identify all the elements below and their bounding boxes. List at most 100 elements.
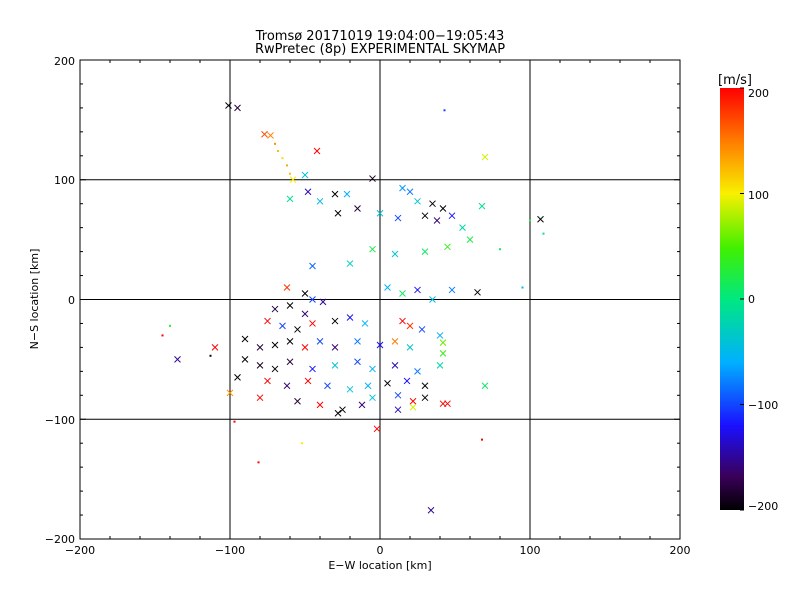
data-point-x (346, 385, 354, 393)
y-tick-label: −100 (45, 414, 75, 427)
data-point-x (264, 377, 271, 385)
data-point-x (234, 373, 241, 381)
y-tick-label: 0 (68, 294, 75, 307)
data-point-x (384, 284, 391, 291)
data-point-stroke (279, 322, 286, 330)
data-point-x (421, 382, 429, 390)
data-point-x (376, 341, 384, 349)
data-point-x (286, 195, 294, 203)
data-point-x (394, 406, 402, 414)
data-point-stroke (429, 296, 436, 303)
data-point-stroke (226, 389, 234, 397)
data-point-dot (161, 334, 164, 337)
data-point-x (459, 224, 466, 232)
data-point-stroke (301, 171, 309, 179)
data-point-x (429, 200, 436, 208)
data-point-stroke (436, 362, 444, 369)
data-point-stroke (399, 317, 406, 325)
data-point-x (261, 130, 268, 138)
data-point-x (256, 344, 264, 351)
data-point-dot (274, 142, 276, 145)
data-point-stroke (409, 397, 417, 405)
data-point-stroke (406, 344, 414, 351)
data-point-x (316, 401, 324, 409)
data-points (161, 102, 545, 514)
data-point-stroke (234, 373, 241, 381)
data-point-dot (481, 438, 483, 441)
data-point-dot (209, 354, 212, 357)
data-point-stroke (448, 212, 456, 220)
y-tick-label: 200 (54, 55, 75, 68)
data-point-stroke (264, 317, 271, 325)
x-tick-label: −200 (65, 544, 95, 557)
data-point-x (421, 248, 429, 255)
data-point-x (433, 217, 441, 224)
data-point-stroke (427, 506, 435, 514)
data-point-stroke (439, 205, 447, 212)
data-point-dot (233, 420, 236, 423)
data-point-x (316, 197, 324, 205)
data-point-stroke (474, 288, 481, 296)
data-point-x (294, 397, 301, 405)
data-point-stroke (436, 332, 444, 339)
data-point-x (436, 362, 444, 369)
x-tick-label: 0 (377, 544, 384, 557)
data-point-x (319, 298, 327, 306)
data-point-x (286, 302, 294, 309)
x-tick-label: −100 (215, 544, 245, 557)
data-point-x (334, 209, 342, 217)
axis-ticks (79, 59, 681, 540)
data-point-dot (289, 172, 291, 175)
chart-subtitle: RwPretec (8p) EXPERIMENTAL SKYMAP (255, 42, 505, 57)
data-point-x (421, 212, 429, 220)
data-point-x (354, 338, 361, 345)
colorbar-label: [m/s] (718, 73, 752, 88)
data-point-stroke (304, 377, 312, 385)
data-point-stroke (354, 338, 361, 345)
data-point-x (226, 389, 234, 397)
data-point-x (301, 344, 309, 351)
data-point-stroke (439, 339, 447, 346)
data-point-stroke (174, 356, 181, 363)
data-point-stroke (421, 248, 429, 255)
data-point-stroke (394, 391, 402, 399)
data-point-x (283, 382, 291, 390)
data-point-stroke (418, 326, 426, 333)
data-point-x (271, 365, 279, 373)
data-point-stroke (439, 400, 447, 408)
data-point-x (309, 296, 316, 303)
data-point-stroke (399, 290, 406, 297)
data-point-x (448, 286, 456, 294)
data-point-x (376, 209, 384, 217)
data-point-stroke (334, 209, 342, 217)
data-point-stroke (409, 403, 417, 411)
data-point-x (409, 403, 417, 411)
data-point-stroke (421, 212, 429, 220)
data-point-stroke (373, 425, 381, 433)
data-point-x (394, 214, 402, 222)
x-tick-label: 100 (520, 544, 541, 557)
data-point-stroke (331, 362, 339, 369)
data-point-stroke (369, 175, 376, 182)
data-point-x (373, 425, 381, 433)
data-point-stroke (256, 344, 264, 351)
data-point-x (439, 205, 447, 212)
data-point-x (234, 104, 241, 112)
data-point-stroke (369, 365, 376, 373)
data-point-stroke (369, 245, 376, 253)
data-point-x (478, 202, 486, 210)
data-point-stroke (358, 401, 366, 409)
data-point-x (301, 290, 309, 297)
data-point-stroke (316, 338, 324, 345)
data-point-stroke (361, 320, 369, 327)
data-point-x (481, 153, 489, 161)
data-point-stroke (334, 409, 342, 417)
data-point-x (309, 320, 316, 327)
data-point-stroke (301, 344, 309, 351)
data-point-x (354, 358, 361, 366)
data-point-stroke (286, 358, 294, 366)
data-point-stroke (324, 382, 331, 390)
data-point-stroke (261, 130, 268, 138)
data-point-stroke (354, 205, 361, 212)
data-point-x (414, 367, 421, 375)
